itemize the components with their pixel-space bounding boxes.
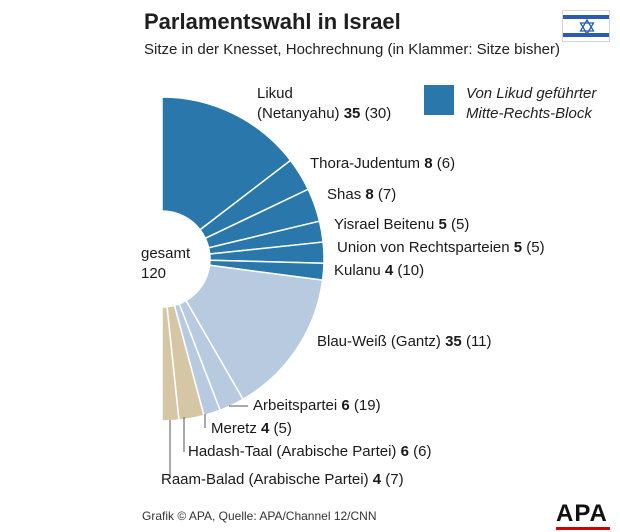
party-label-10: Raam-Balad (Arabische Partei) 4 (7) [161, 471, 404, 488]
apa-logo-underline [556, 527, 610, 530]
legend-swatch-right-block [424, 85, 454, 115]
party-label-7: Arbeitspartei 6 (19) [253, 397, 381, 414]
party-label-6: Blau-Weiß (Gantz) 35 (11) [317, 333, 492, 350]
chart-subtitle: Sitze in der Knesset, Hochrechnung (in K… [144, 41, 561, 58]
party-seats: 4 [384, 262, 394, 279]
party-seats: 8 [424, 155, 433, 172]
party-seats: 6 [341, 397, 350, 414]
apa-logo: APA [556, 500, 608, 527]
party-seats: 5 [438, 216, 447, 233]
slice-0 [161, 96, 292, 231]
party-label-4: Union von Rechtsparteien 5 (5) [337, 239, 545, 256]
party-seats: 4 [372, 471, 382, 488]
party-label-5: Kulanu 4 (10) [334, 262, 425, 279]
slice-6 [184, 264, 324, 401]
party-label-1: Thora-Judentum 8 (6) [310, 155, 456, 172]
total-seats-label: gesamt 120 [141, 245, 191, 282]
party-label-0: Likud (Netanyahu) 35 (30) [257, 85, 392, 122]
chart-title: Parlamentswahl in Israel [144, 9, 401, 34]
party-seats: 35 [445, 333, 462, 350]
source-credit: Grafik © APA, Quelle: APA/Channel 12/CNN [142, 509, 377, 523]
legend-label: Von Likud geführter Mitte-Rechts-Block [466, 85, 597, 122]
party-seats: 8 [365, 186, 374, 203]
party-label-8: Meretz 4 (5) [211, 420, 292, 437]
party-seats: 5 [513, 239, 523, 256]
party-seats: 4 [261, 420, 270, 437]
party-label-2: Shas 8 (7) [327, 186, 397, 203]
israel-flag-icon [562, 10, 610, 42]
slice-10 [161, 305, 180, 422]
party-seats: 6 [400, 443, 409, 460]
party-seats: 35 [343, 105, 361, 122]
party-label-9: Hadash-Taal (Arabische Partei) 6 (6) [188, 443, 432, 460]
party-label-3: Yisrael Beitenu 5 (5) [334, 216, 470, 233]
